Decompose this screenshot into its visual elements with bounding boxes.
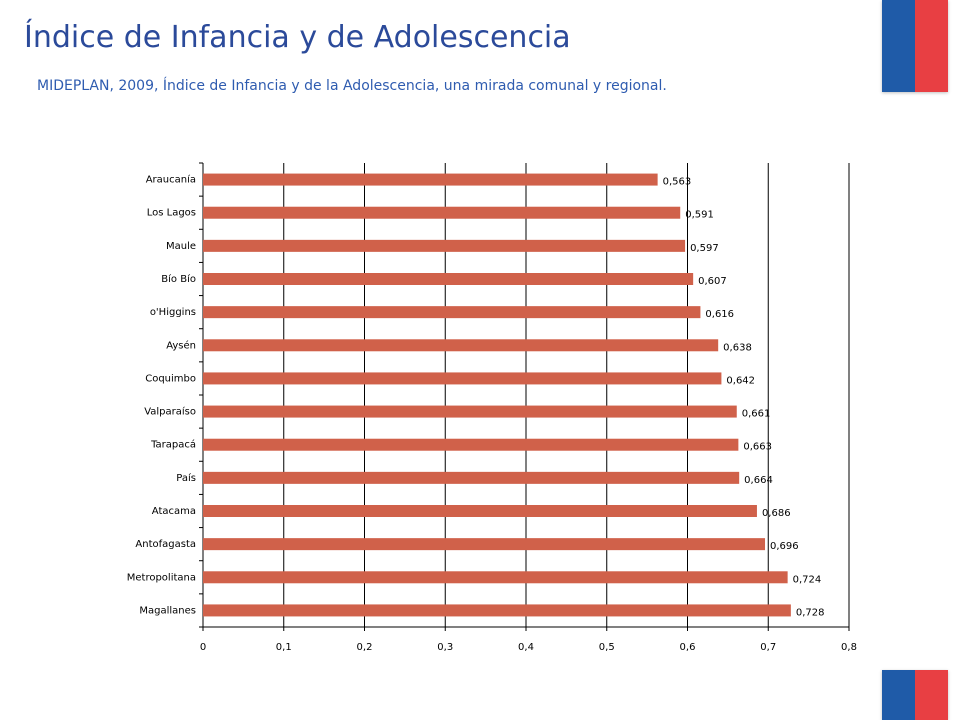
category-label: Valparaíso: [144, 406, 196, 418]
flag-blue-stripe: [882, 670, 915, 720]
data-label: 0,597: [690, 243, 719, 254]
bar: [203, 372, 722, 385]
data-label: 0,686: [762, 508, 791, 519]
bar: [203, 438, 739, 451]
bar: [203, 538, 766, 551]
bar: [203, 206, 681, 219]
category-label: Tarapacá: [150, 439, 196, 451]
bar: [203, 239, 686, 252]
category-label: o'Higgins: [150, 307, 196, 318]
bar: [203, 339, 719, 352]
category-label: Aysén: [166, 339, 196, 351]
flag-blue-stripe: [882, 0, 915, 92]
bar: [203, 306, 701, 319]
flag-red-stripe: [915, 670, 948, 720]
category-label: Antofagasta: [135, 539, 196, 550]
data-label: 0,663: [743, 442, 772, 453]
data-label: 0,642: [726, 375, 755, 386]
data-label: 0,607: [698, 276, 727, 287]
category-label: Maule: [166, 241, 196, 252]
bar: [203, 471, 740, 484]
bar: [203, 405, 737, 418]
data-label: 0,638: [723, 342, 752, 353]
x-tick-label: 0,4: [518, 642, 534, 653]
bar: [203, 571, 788, 584]
x-tick-label: 0,6: [680, 642, 696, 653]
x-tick-label: 0,5: [599, 642, 615, 653]
category-label: Bío Bío: [161, 273, 196, 285]
data-label: 0,724: [793, 574, 822, 585]
x-tick-label: 0,1: [276, 642, 292, 653]
flag-logo-bottom: [882, 670, 948, 720]
x-tick-label: 0,7: [760, 642, 776, 653]
bar: [203, 604, 791, 617]
bar: [203, 273, 694, 285]
category-label: Atacama: [152, 506, 196, 517]
category-label: Metropolitana: [127, 572, 196, 583]
category-label: País: [176, 472, 196, 484]
data-label: 0,728: [796, 607, 825, 618]
x-tick-label: 0,2: [357, 642, 373, 653]
data-label: 0,563: [663, 177, 692, 188]
data-label: 0,591: [685, 210, 714, 221]
data-label: 0,664: [744, 475, 773, 486]
x-tick-label: 0: [200, 642, 206, 653]
x-tick-label: 0,3: [437, 642, 453, 653]
data-label: 0,616: [705, 309, 734, 320]
bar: [203, 505, 757, 517]
category-label: Los Lagos: [147, 208, 196, 219]
x-tick-label: 0,8: [841, 642, 857, 653]
category-label: Coquimbo: [145, 373, 196, 384]
flag-logo-top: [882, 0, 948, 92]
category-label: Araucanía: [146, 174, 196, 186]
slide-title: Índice de Infancia y de Adolescencia: [24, 20, 571, 55]
category-label: Magallanes: [139, 605, 196, 616]
data-label: 0,696: [770, 541, 799, 552]
source-citation: MIDEPLAN, 2009, Índice de Infancia y de …: [37, 78, 667, 94]
bar: [203, 173, 658, 186]
data-label: 0,661: [742, 409, 771, 420]
flag-red-stripe: [915, 0, 948, 92]
